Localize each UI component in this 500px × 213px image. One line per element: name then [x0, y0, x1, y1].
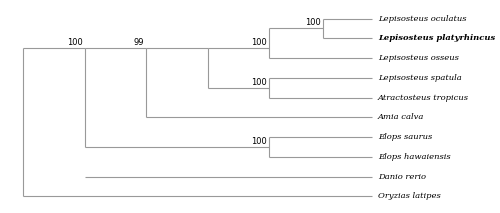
Text: 100: 100: [305, 19, 320, 27]
Text: 100: 100: [252, 78, 268, 87]
Text: Lepisosteus spatula: Lepisosteus spatula: [378, 74, 462, 82]
Text: Lepisosteus platyrhincus: Lepisosteus platyrhincus: [378, 34, 496, 42]
Text: 99: 99: [134, 38, 144, 47]
Text: Danio rerio: Danio rerio: [378, 173, 426, 181]
Text: Lepisosteus oculatus: Lepisosteus oculatus: [378, 14, 466, 23]
Text: Atractosteus tropicus: Atractosteus tropicus: [378, 94, 469, 102]
Text: Amia calva: Amia calva: [378, 113, 424, 121]
Text: 100: 100: [252, 38, 268, 47]
Text: Elops hawaiensis: Elops hawaiensis: [378, 153, 450, 161]
Text: Lepisosteus osseus: Lepisosteus osseus: [378, 54, 459, 62]
Text: Elops saurus: Elops saurus: [378, 133, 432, 141]
Text: 100: 100: [252, 137, 268, 146]
Text: Oryzias latipes: Oryzias latipes: [378, 192, 441, 200]
Text: 100: 100: [67, 38, 83, 47]
